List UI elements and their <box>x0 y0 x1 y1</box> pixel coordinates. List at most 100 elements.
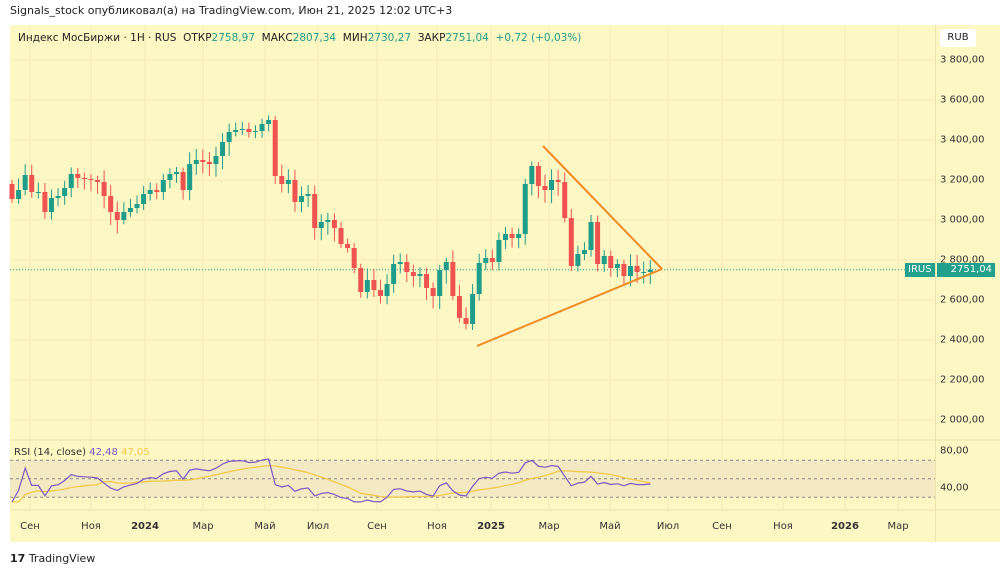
candle-body <box>588 222 594 250</box>
candle-body <box>88 179 94 180</box>
candle-body <box>9 184 15 199</box>
rsi-ma-value: 47,05 <box>121 447 150 458</box>
candle-body <box>42 192 48 212</box>
time-tick-label: 2024 <box>131 521 159 532</box>
time-tick-label: 2025 <box>477 521 505 532</box>
brand-label: TradingView <box>28 552 96 565</box>
candle-body <box>81 178 87 179</box>
candle-body <box>239 129 245 130</box>
trendline-lower <box>476 268 663 347</box>
candle-body <box>384 284 390 296</box>
open-label: ОТКР <box>183 32 212 44</box>
candle-body <box>364 280 370 292</box>
chart-frame[interactable] <box>10 25 1000 542</box>
candle-body <box>377 290 383 296</box>
currency-button[interactable]: RUB <box>940 29 976 47</box>
candle-body <box>509 234 515 238</box>
candle-body <box>345 244 351 248</box>
candle-body <box>568 218 574 266</box>
low-value: 2730,27 <box>367 32 412 44</box>
candle-body <box>470 294 476 324</box>
tradingview-logo[interactable]: 𝟭𝟳 TradingView <box>10 552 95 565</box>
candle-body <box>450 262 456 296</box>
rsi-ma-line <box>12 464 651 503</box>
price-tick-label: 2 400,00 <box>940 334 985 346</box>
candle-body <box>259 124 265 131</box>
candle-body <box>621 264 627 276</box>
last-price-tag: 2751,04 <box>937 263 995 277</box>
candle-body <box>535 166 541 186</box>
rsi-legend: RSI (14, close) 42,48 47,05 <box>14 447 150 458</box>
candle-body <box>233 130 239 132</box>
price-tick-label: 3 800,00 <box>940 54 985 66</box>
candle-body <box>22 175 28 190</box>
rsi-label: RSI (14, close) <box>14 447 87 458</box>
change-value: +0,72 (+0,03%) <box>495 32 582 44</box>
candle-body <box>549 180 555 190</box>
candle-body <box>430 288 436 296</box>
rsi-tick: 40,00 <box>940 482 969 494</box>
candle-body <box>121 212 127 220</box>
candle-body <box>503 234 508 240</box>
candle-body <box>331 220 337 228</box>
candle-body <box>101 182 107 196</box>
candle-body <box>351 248 357 268</box>
price-tick-label: 3 000,00 <box>940 214 985 226</box>
price-tick-label: 2 800,00 <box>940 254 985 266</box>
candle-body <box>55 196 61 198</box>
candle-body <box>292 180 298 202</box>
high-label: МАКС <box>261 32 293 44</box>
candle-body <box>529 166 535 184</box>
candle-body <box>213 156 219 164</box>
candle-body <box>141 194 147 204</box>
candle-body <box>358 268 364 292</box>
candle-body <box>555 180 561 182</box>
candle-body <box>252 131 258 132</box>
candle-body <box>134 204 140 208</box>
candle-body <box>647 269 653 272</box>
candle-body <box>62 188 68 196</box>
candle-body <box>305 194 311 196</box>
candle-body <box>410 272 416 276</box>
rsi-tick: 80,00 <box>940 445 969 457</box>
candle-body <box>601 256 607 264</box>
time-tick-label: Сен <box>367 521 387 532</box>
candle-body <box>246 129 252 132</box>
candle-body <box>16 190 22 199</box>
time-tick-label: Ноя <box>81 521 101 532</box>
candle-body <box>206 162 212 164</box>
price-tick-label: 2 200,00 <box>940 374 985 386</box>
open-value: 2758,97 <box>211 32 255 44</box>
candle-body <box>581 250 587 254</box>
candle-body <box>48 198 54 212</box>
candle-body <box>193 160 199 164</box>
symbol-name: Индекс МосБиржи · 1H · RUS <box>18 32 177 44</box>
candle-body <box>35 192 41 193</box>
candle-body <box>628 266 634 276</box>
time-tick-label: Мар <box>887 521 909 532</box>
time-tick-label: Сен <box>712 521 732 532</box>
low-label: МИН <box>342 32 368 44</box>
time-tick-label: Ноя <box>773 521 793 532</box>
candle-body <box>285 180 291 184</box>
high-value: 2807,34 <box>292 32 337 44</box>
candle-body <box>463 318 469 324</box>
close-value: 2751,04 <box>445 32 489 44</box>
candle-body <box>187 164 193 190</box>
candle-body <box>608 256 614 268</box>
rsi-value: 42,48 <box>89 447 118 458</box>
candle-body <box>634 266 640 272</box>
candle-body <box>29 175 35 192</box>
candle-body <box>299 196 305 202</box>
candle-body <box>496 240 502 262</box>
candle-body <box>226 132 232 142</box>
candle-body <box>68 174 74 188</box>
time-tick-label: Июл <box>306 521 330 532</box>
candle-body <box>397 262 403 264</box>
close-label: ЗАКР <box>417 32 446 44</box>
candle-body <box>641 272 647 273</box>
candle-body <box>424 274 430 288</box>
published-info: Signals_stock опубликовал(а) на TradingV… <box>10 4 453 17</box>
candle-body <box>180 172 186 190</box>
